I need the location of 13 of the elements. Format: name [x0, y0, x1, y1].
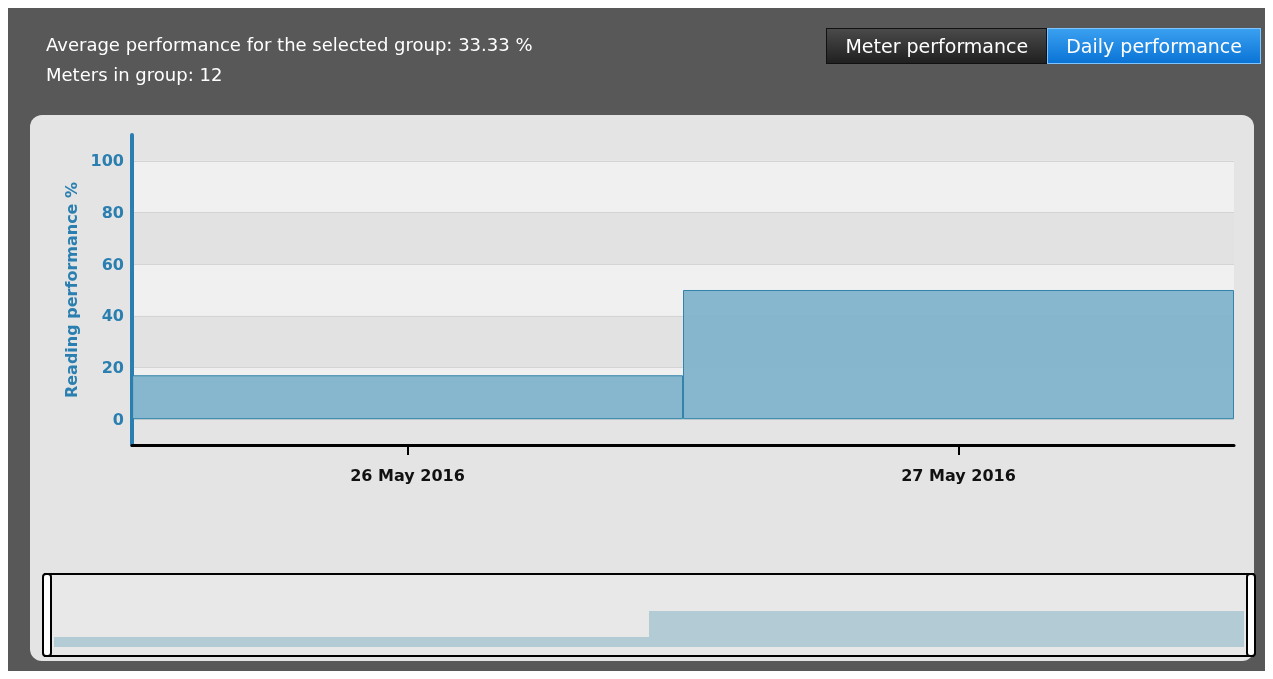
- y-tick-label: 40: [101, 306, 124, 326]
- y-tick-label: 20: [101, 358, 124, 377]
- x-tick-label: 26 May 2016: [350, 465, 465, 485]
- text: Daily performance: [1047, 28, 1261, 64]
- y-tick-label: 80: [101, 203, 124, 222]
- y-axis-title: Reading performance %: [62, 181, 82, 399]
- y-tick-label: 60: [101, 254, 124, 274]
- y-tick-label: 0: [112, 409, 124, 429]
- text: Average performance for the selected group: 33.33 %: [46, 33, 533, 57]
- text: Meter performance: [826, 28, 1048, 64]
- text: Meters in group: 12: [46, 63, 224, 87]
- x-tick-label: 27 May 2016: [901, 465, 1016, 485]
- y-tick-label: 100: [90, 151, 124, 171]
